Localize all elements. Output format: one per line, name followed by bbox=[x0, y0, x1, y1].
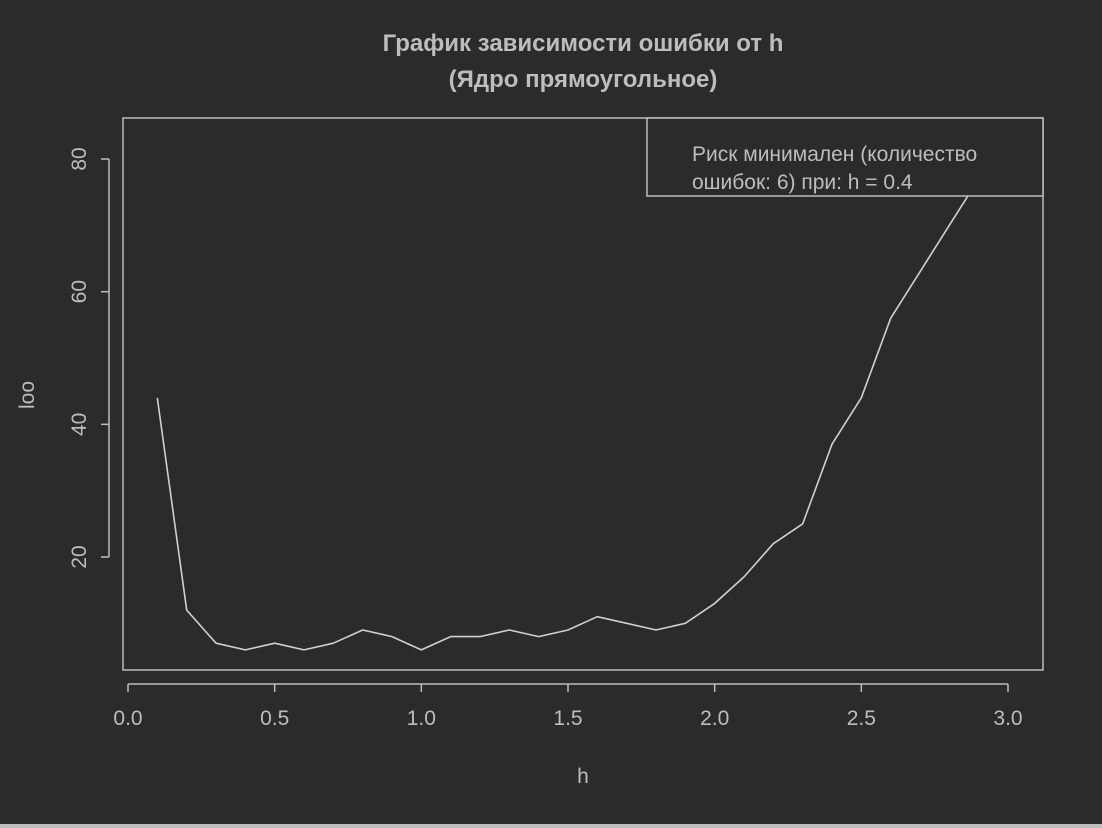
chart-subtitle: (Ядро прямоугольное) bbox=[449, 66, 718, 93]
y-axis-label: loo bbox=[16, 381, 39, 409]
x-tick-label: 1.5 bbox=[553, 707, 582, 730]
y-tick-label: 40 bbox=[68, 413, 91, 436]
x-tick-label: 2.0 bbox=[700, 707, 729, 730]
x-axis-label: h bbox=[577, 765, 589, 788]
legend-text-line-2: ошибок: 6) при: h = 0.4 bbox=[692, 171, 913, 194]
legend-box bbox=[646, 117, 1044, 197]
series-line bbox=[156, 132, 1009, 651]
chart-title: График зависимости ошибки от h bbox=[383, 30, 784, 57]
y-tick-label: 20 bbox=[68, 545, 91, 568]
series-group bbox=[156, 132, 1009, 651]
plot-frame bbox=[122, 117, 1044, 671]
x-tick-label: 3.0 bbox=[993, 707, 1022, 730]
x-tick-label: 2.5 bbox=[847, 707, 876, 730]
legend-text-line-1: Риск минимален (количество bbox=[692, 143, 977, 166]
x-axis: 0.0 0.5 1.0 1.5 2.0 2.5 3.0 bbox=[113, 683, 1023, 730]
bottom-divider bbox=[0, 824, 1102, 828]
legend: Риск минимален (количество ошибок: 6) пр… bbox=[646, 117, 1044, 197]
x-tick-label: 0.0 bbox=[113, 707, 142, 730]
y-axis: 20 40 60 80 bbox=[68, 147, 110, 569]
y-tick-label: 60 bbox=[68, 280, 91, 303]
x-tick-label: 1.0 bbox=[407, 707, 436, 730]
y-tick-label: 80 bbox=[68, 147, 91, 170]
x-tick-label: 0.5 bbox=[260, 707, 289, 730]
